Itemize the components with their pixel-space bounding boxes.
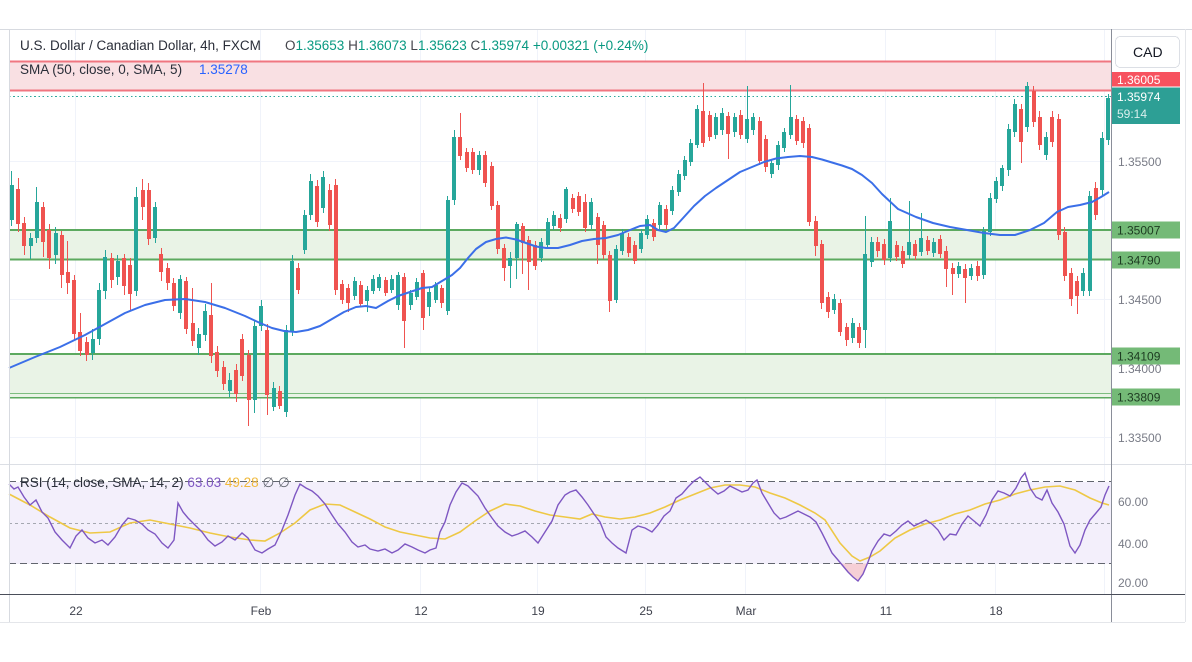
svg-text:1.35974: 1.35974	[1117, 90, 1161, 104]
svg-text:1.36005: 1.36005	[1117, 73, 1161, 87]
svg-text:1.35278: 1.35278	[199, 62, 248, 77]
svg-text:U.S. Dollar / Canadian Dollar,: U.S. Dollar / Canadian Dollar, 4h, FXCM	[20, 38, 261, 53]
svg-text:Feb: Feb	[251, 604, 272, 618]
svg-text:1.34790: 1.34790	[1117, 254, 1161, 268]
svg-text:SMA (50, close, 0, SMA, 5): SMA (50, close, 0, SMA, 5)	[20, 62, 182, 77]
svg-text:1.33809: 1.33809	[1117, 391, 1161, 405]
svg-text:59:14: 59:14	[1117, 107, 1147, 121]
svg-text:18: 18	[989, 604, 1003, 618]
svg-text:22: 22	[69, 604, 83, 618]
svg-text:RSI (14, close, SMA, 14, 2) 63: RSI (14, close, SMA, 14, 2) 63.03 49.28 …	[20, 475, 290, 490]
svg-text:40.00: 40.00	[1118, 537, 1148, 551]
svg-text:11: 11	[880, 604, 893, 618]
svg-text:Mar: Mar	[736, 604, 757, 618]
svg-text:CAD: CAD	[1133, 44, 1163, 60]
svg-text:25: 25	[639, 604, 653, 618]
svg-text:20.00: 20.00	[1118, 576, 1148, 590]
svg-text:1.35007: 1.35007	[1117, 224, 1161, 238]
svg-text:1.35500: 1.35500	[1118, 155, 1162, 169]
svg-text:1.33500: 1.33500	[1118, 431, 1162, 445]
svg-text:60.00: 60.00	[1118, 495, 1148, 509]
svg-text:1.34500: 1.34500	[1118, 293, 1162, 307]
svg-text:1.34000: 1.34000	[1118, 362, 1162, 376]
svg-text:19: 19	[531, 604, 545, 618]
svg-text:12: 12	[414, 604, 428, 618]
svg-text:1.34109: 1.34109	[1117, 350, 1161, 364]
svg-text:O1.35653 H1.36073 L1.35623: O1.35653 H1.36073 L1.35623 C1.35974 +0.0…	[285, 38, 648, 53]
